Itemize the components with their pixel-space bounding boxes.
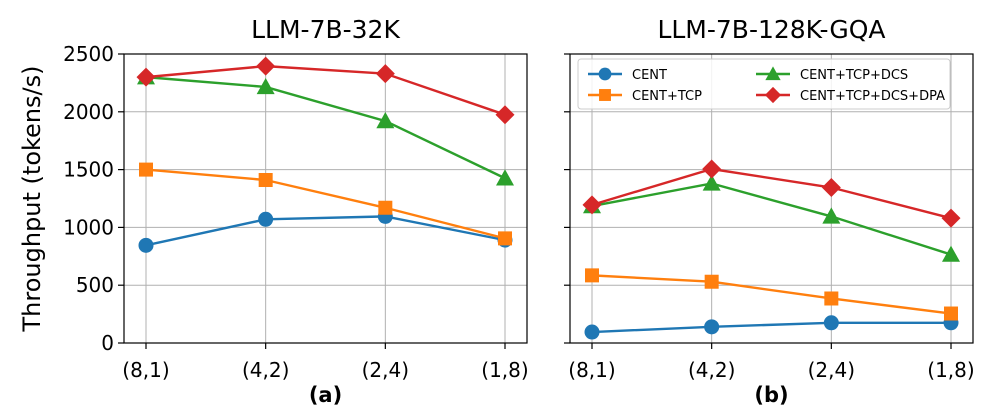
triangle-marker [942,245,960,262]
chart-panel-2: (8,1) (4,2) (2,4) (1,8) LLM-7B-128K-GQA (b) CE… [564,15,975,407]
panel-label: (b) [754,383,788,407]
series-line [591,274,952,315]
y-tick-label: 2000 [63,100,114,124]
square-marker [944,306,958,321]
diamond-marker [764,86,782,104]
diamond-marker [941,208,961,228]
circle-marker [258,211,274,227]
diamond-marker [821,178,841,198]
circle-marker [823,315,839,331]
legend-box [577,58,951,110]
legend-label: CENT+TCP+DCS [800,68,908,83]
series-line [591,182,952,256]
y-axis-label: Throughput (tokens/s) [18,66,46,333]
plot-frame [569,53,974,344]
triangle-marker [822,207,841,224]
panel-label: (a) [309,383,342,407]
circle-marker [138,237,154,253]
legend-label: CENT+TCP [632,89,702,104]
diamond-marker [582,195,602,215]
series-line [591,167,952,220]
square-marker [258,173,273,188]
x-tick-label: (1,8) [927,358,974,382]
x-tick-label: (1,8) [481,358,528,382]
diamond-marker [702,159,722,179]
y-tick-label: 2500 [63,42,114,66]
series-cent-plus-tcp-plus-dcs [137,68,514,186]
chart-title: LLM-7B-32K [251,15,400,44]
y-tick-label: 500 [76,273,114,297]
series-cent-plus-tcp-plus-dcs-plus-dpa [136,56,515,125]
y-tick-label: 1500 [63,158,114,182]
diamond-marker [495,105,515,125]
square-marker [139,162,153,177]
series-line [145,215,506,247]
x-tick-label: (4,2) [688,358,735,382]
legend-label: CENT [632,68,667,83]
triangle-marker [496,169,514,186]
legend-item: CENT+TCP+DCS [756,66,908,83]
series-line [145,64,506,116]
circle-marker [704,319,720,335]
y-tick-label: 1000 [63,215,114,239]
y-tick-label: 0 [101,331,114,355]
plot-frame [123,53,528,344]
diamond-marker [136,67,156,87]
triangle-marker [702,174,721,191]
square-marker [824,291,839,306]
x-tick-label: (8,1) [568,358,615,382]
series-cent-plus-tcp-plus-dcs [583,174,960,262]
x-tick-label: (8,1) [122,358,169,382]
triangle-marker [376,112,395,129]
square-marker [585,268,599,283]
legend: CENT CENT+TCP CENT+TCP+DCS CENT+TCP+DCS+DPA [577,58,951,110]
diamond-marker [375,64,395,84]
series-cent-plus-tcp [139,162,512,246]
series-cent-plus-tcp [585,268,958,321]
x-tick-label: (2,4) [362,358,409,382]
legend-item: CENT [588,67,667,83]
circle-marker [584,324,600,340]
series-line [145,168,506,240]
square-marker [498,231,512,246]
chart-title: LLM-7B-128K-GQA [657,15,885,44]
circle-marker [598,67,612,81]
diamond-marker [256,56,276,76]
square-marker [378,200,393,215]
x-tick-label: (2,4) [808,358,855,382]
series-line [145,75,506,180]
chart-panel-1: (8,1) (4,2) (2,4) (1,8) 0 500 1000 1500 2000 2500… [18,15,529,407]
series-cent-plus-tcp-plus-dcs-plus-dpa [582,159,961,228]
square-marker [599,89,611,101]
series-cent [584,315,959,340]
x-tick-label: (4,2) [242,358,289,382]
triangle-marker [765,66,781,81]
series-cent [138,208,513,253]
legend-item: CENT+TCP+DCS+DPA [756,86,945,104]
series-line [591,321,951,334]
legend-label: CENT+TCP+DCS+DPA [800,89,945,104]
triangle-marker [256,77,275,95]
legend-item: CENT+TCP [588,89,702,104]
square-marker [704,274,719,289]
